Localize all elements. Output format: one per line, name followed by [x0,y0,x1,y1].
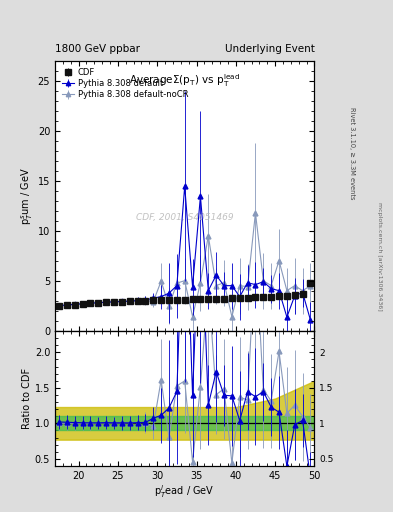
Y-axis label: Ratio to CDF: Ratio to CDF [22,368,32,429]
Legend: CDF, Pythia 8.308 default, Pythia 8.308 default-noCR: CDF, Pythia 8.308 default, Pythia 8.308 … [59,66,191,102]
Text: 1800 GeV ppbar: 1800 GeV ppbar [55,44,140,54]
Y-axis label: p$_{T}^{s}$um / GeV: p$_{T}^{s}$um / GeV [20,167,35,225]
Text: Underlying Event: Underlying Event [224,44,314,54]
Text: Average$\Sigma$(p$_{\rm T}$) vs p$_{\rm T}^{\rm lead}$: Average$\Sigma$(p$_{\rm T}$) vs p$_{\rm … [129,72,240,89]
Text: Rivet 3.1.10, ≥ 3.3M events: Rivet 3.1.10, ≥ 3.3M events [349,108,355,200]
Text: mcplots.cern.ch [arXiv:1306.3436]: mcplots.cern.ch [arXiv:1306.3436] [377,202,382,310]
Text: CDF, 2001, S4051469: CDF, 2001, S4051469 [136,214,233,222]
X-axis label: p$_{T}^{l}$ead / GeV: p$_{T}^{l}$ead / GeV [154,483,215,500]
